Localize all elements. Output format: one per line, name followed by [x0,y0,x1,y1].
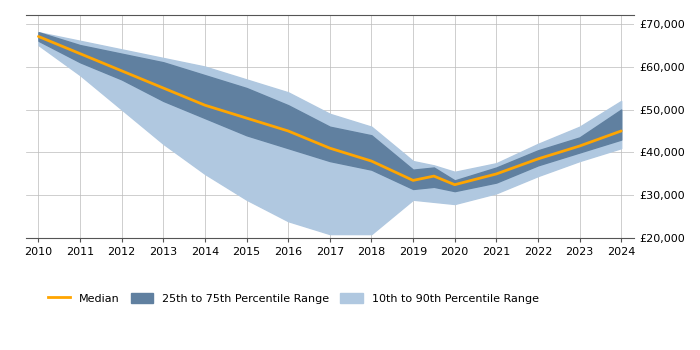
Legend: Median, 25th to 75th Percentile Range, 10th to 90th Percentile Range: Median, 25th to 75th Percentile Range, 1… [43,289,543,308]
